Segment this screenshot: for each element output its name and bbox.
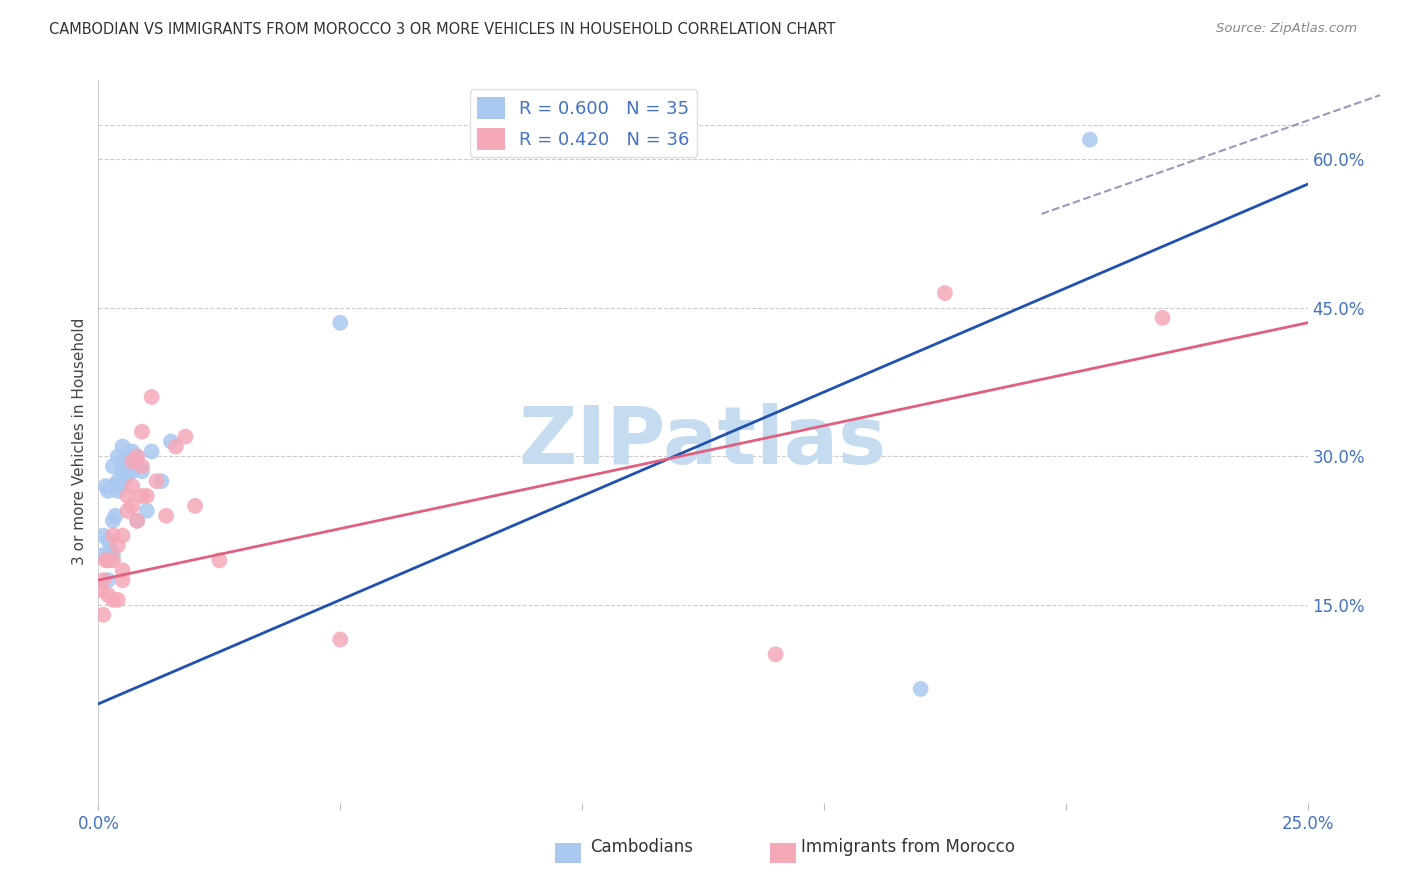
Point (131, 459, 153, 474)
Point (111, 563, 134, 577)
Point (145, 474, 167, 488)
Point (101, 549, 124, 563)
Point (135, 504, 157, 518)
Point (135, 489, 157, 503)
Point (101, 459, 124, 474)
Point (97, 553, 120, 567)
Point (121, 479, 143, 493)
Point (107, 483, 129, 498)
Point (94, 553, 117, 567)
Text: ZIPatlas: ZIPatlas (519, 402, 887, 481)
Point (208, 553, 231, 567)
Point (101, 553, 124, 567)
Point (117, 504, 139, 518)
Point (127, 450, 149, 464)
Point (101, 528, 124, 542)
Point (104, 508, 127, 523)
Legend: R = 0.600   N = 35, R = 0.420   N = 36: R = 0.600 N = 35, R = 0.420 N = 36 (470, 89, 696, 157)
Point (91, 573, 114, 587)
Point (329, 316, 352, 330)
Point (111, 528, 134, 542)
Point (111, 464, 134, 478)
Point (111, 440, 134, 454)
Point (910, 681, 932, 696)
Point (165, 440, 187, 454)
Point (94, 479, 117, 493)
Point (111, 573, 134, 587)
Point (117, 459, 139, 474)
Text: Source: ZipAtlas.com: Source: ZipAtlas.com (1216, 22, 1357, 36)
Point (127, 450, 149, 464)
Point (117, 450, 139, 464)
Point (107, 593, 129, 607)
Point (184, 499, 207, 513)
Point (141, 390, 163, 404)
Point (121, 464, 143, 478)
Point (934, 286, 956, 301)
Point (1078, 133, 1101, 147)
Point (1152, 310, 1174, 325)
Point (111, 454, 134, 468)
Point (101, 593, 124, 607)
Point (121, 499, 143, 513)
Point (91, 549, 114, 563)
Point (117, 489, 139, 503)
Text: Cambodians: Cambodians (591, 838, 693, 855)
Point (100, 543, 122, 558)
Point (131, 464, 153, 478)
Point (91, 607, 114, 622)
Point (117, 469, 139, 483)
Point (160, 434, 183, 449)
Point (121, 454, 143, 468)
Point (174, 429, 197, 443)
Point (131, 425, 153, 439)
Point (127, 514, 149, 528)
Y-axis label: 3 or more Vehicles in Household: 3 or more Vehicles in Household (72, 318, 87, 566)
Point (108, 479, 131, 493)
Point (141, 444, 163, 458)
Point (97, 533, 120, 548)
Point (107, 474, 129, 488)
Text: CAMBODIAN VS IMMIGRANTS FROM MOROCCO 3 OR MORE VEHICLES IN HOUSEHOLD CORRELATION: CAMBODIAN VS IMMIGRANTS FROM MOROCCO 3 O… (49, 22, 835, 37)
Point (150, 474, 173, 488)
Point (127, 514, 149, 528)
Point (107, 539, 129, 553)
Point (97, 588, 120, 602)
Point (97, 573, 120, 587)
Point (131, 489, 153, 503)
Point (101, 514, 124, 528)
Point (97, 483, 120, 498)
Text: Immigrants from Morocco: Immigrants from Morocco (801, 838, 1015, 855)
Point (765, 648, 787, 662)
Point (101, 479, 124, 493)
Point (121, 444, 143, 458)
Point (107, 450, 129, 464)
Point (111, 474, 134, 488)
Point (90, 582, 112, 597)
Point (91, 528, 114, 542)
Point (329, 632, 352, 647)
Point (155, 508, 177, 523)
